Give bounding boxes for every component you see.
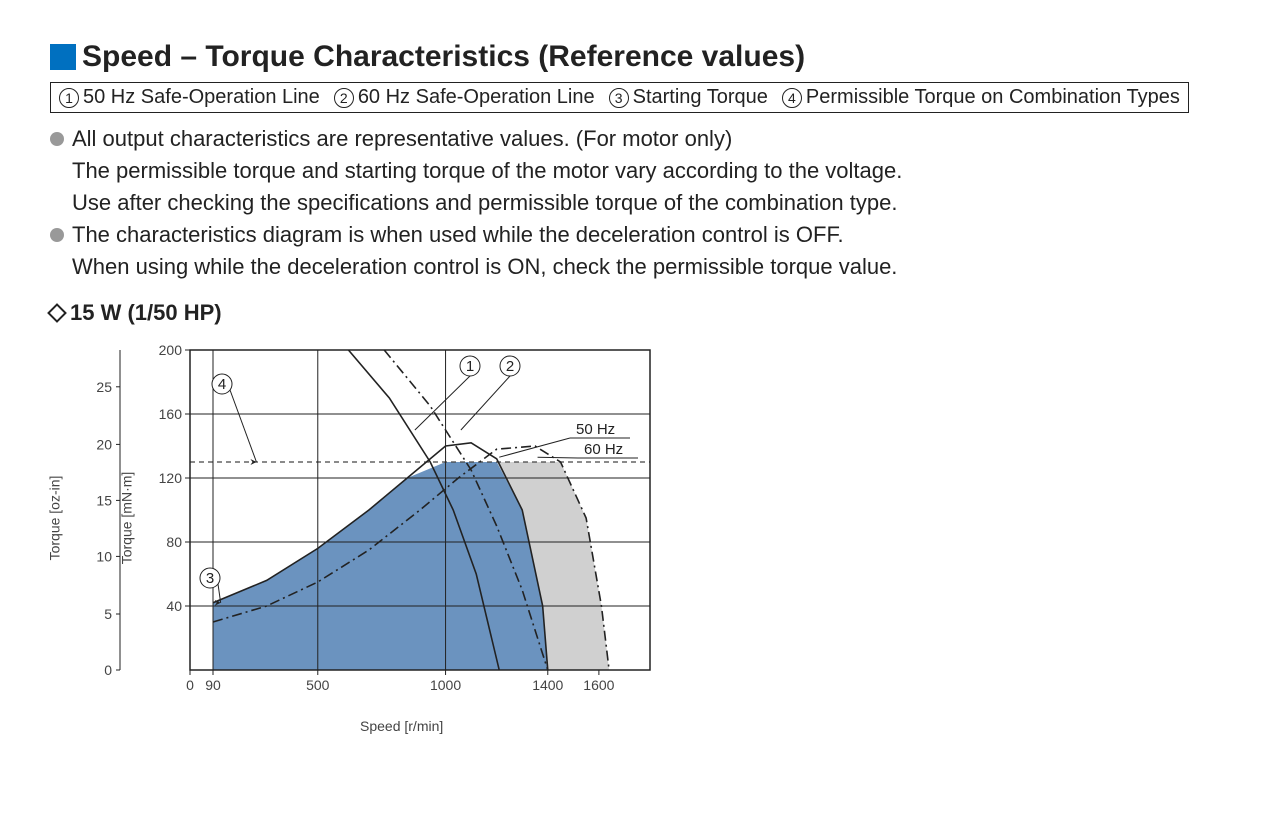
speed-torque-chart: Torque [oz-in] Torque [mN·m] Speed [r/mi… xyxy=(50,330,690,730)
callout-line xyxy=(461,376,510,430)
legend-item: 260 Hz Safe-Operation Line xyxy=(334,86,595,109)
legend-circle-number: 4 xyxy=(782,88,802,108)
chart-subtitle-text: 15 W (1/50 HP) xyxy=(70,300,222,326)
outer-y-tick-label: 0 xyxy=(104,662,112,678)
bullet-dot-icon xyxy=(50,228,64,242)
outer-y-tick-label: 5 xyxy=(104,606,112,622)
x-tick-label: 1600 xyxy=(583,677,614,693)
hz-leader xyxy=(538,458,578,459)
description-block: All output characteristics are represent… xyxy=(50,123,1230,282)
label-50hz: 50 Hz xyxy=(576,421,615,438)
callout-line xyxy=(415,376,470,430)
legend-circle-number: 2 xyxy=(334,88,354,108)
legend-label: Permissible Torque on Combination Types xyxy=(806,86,1180,109)
legend-circle-number: 3 xyxy=(609,88,629,108)
y-tick-label: 200 xyxy=(159,342,183,358)
bullet-item: The characteristics diagram is when used… xyxy=(50,219,1230,283)
legend-circle-number: 1 xyxy=(59,88,79,108)
y-tick-label: 80 xyxy=(166,534,182,550)
title-accent-square xyxy=(50,44,76,70)
x-tick-label: 500 xyxy=(306,677,330,693)
outer-y-tick-label: 25 xyxy=(96,379,112,395)
bullet-item: All output characteristics are represent… xyxy=(50,123,1230,219)
outer-y-tick-label: 15 xyxy=(96,493,112,509)
legend-item: 3Starting Torque xyxy=(609,86,768,109)
callout-2-num: 2 xyxy=(506,358,514,375)
bullet-dot-icon xyxy=(50,132,64,146)
x-tick-label: 1400 xyxy=(532,677,563,693)
legend-item: 4Permissible Torque on Combination Types xyxy=(782,86,1180,109)
label-60hz: 60 Hz xyxy=(584,441,623,458)
bullet-text: All output characteristics are represent… xyxy=(72,123,902,219)
callout-3-num: 3 xyxy=(206,570,214,587)
legend-label: 50 Hz Safe-Operation Line xyxy=(83,86,320,109)
y-tick-label: 120 xyxy=(159,470,183,486)
y-tick-label: 40 xyxy=(166,598,182,614)
chart-svg: 0 90 500 1000 1400 1600 40 80 120 160 200 0 5 10 15 20 2… xyxy=(50,330,690,730)
y-tick-label: 160 xyxy=(159,406,183,422)
bullet-text: The characteristics diagram is when used… xyxy=(72,219,897,283)
fill-50hz xyxy=(213,462,548,670)
section-title: Speed – Torque Characteristics (Referenc… xyxy=(50,40,1230,74)
x-tick-label: 90 xyxy=(205,677,221,693)
legend-label: 60 Hz Safe-Operation Line xyxy=(358,86,595,109)
x-tick-label: 0 xyxy=(186,677,194,693)
legend-box: 150 Hz Safe-Operation Line 260 Hz Safe-Op… xyxy=(50,82,1189,113)
chart-subtitle: 15 W (1/50 HP) xyxy=(50,300,1230,326)
callout-4-num: 4 xyxy=(218,376,226,393)
callout-line xyxy=(230,390,256,462)
x-tick-label: 1000 xyxy=(430,677,461,693)
diamond-icon xyxy=(47,304,67,324)
legend-item: 150 Hz Safe-Operation Line xyxy=(59,86,320,109)
legend-label: Starting Torque xyxy=(633,86,768,109)
callout-1-num: 1 xyxy=(466,358,474,375)
title-text: Speed – Torque Characteristics (Referenc… xyxy=(82,40,805,74)
outer-y-tick-label: 20 xyxy=(96,437,112,453)
outer-y-tick-label: 10 xyxy=(96,549,112,565)
